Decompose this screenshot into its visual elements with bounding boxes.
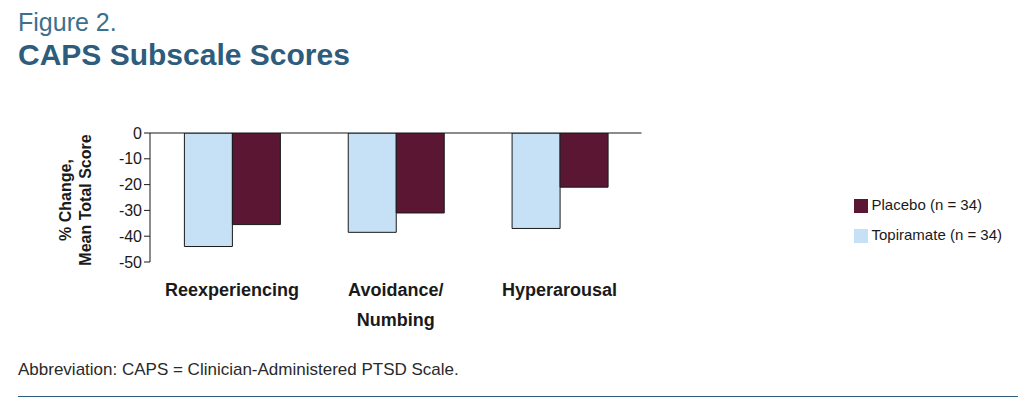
svg-text:-10: -10 <box>119 150 142 167</box>
html-text:CAPS Subscale Scores: CAPS Subscale Scores <box>18 38 350 71</box>
svg-text:-40: -40 <box>119 228 142 245</box>
svg-text:-20: -20 <box>119 176 142 193</box>
svg-text:Hyperarousal: Hyperarousal <box>502 280 617 300</box>
html-text:Figure 2.: Figure 2. <box>18 8 117 36</box>
html-text:Placebo (n = 34): Placebo (n = 34) <box>871 196 982 213</box>
svg-text:Reexperiencing: Reexperiencing <box>165 280 299 300</box>
svg-text:Avoidance/: Avoidance/ <box>348 280 443 300</box>
svg-text:-50: -50 <box>119 254 142 271</box>
svg-text:% Change,: % Change, <box>57 159 74 241</box>
html-text:Topiramate (n = 34): Topiramate (n = 34) <box>871 226 1002 243</box>
svg-text:Mean Total Score: Mean Total Score <box>77 134 94 265</box>
svg-text:0: 0 <box>133 125 142 142</box>
svg-text:-30: -30 <box>119 202 142 219</box>
html-text:Abbreviation: CAPS = Clinician: Abbreviation: CAPS = Clinician-Administe… <box>18 360 459 379</box>
svg-text:Numbing: Numbing <box>357 310 435 330</box>
